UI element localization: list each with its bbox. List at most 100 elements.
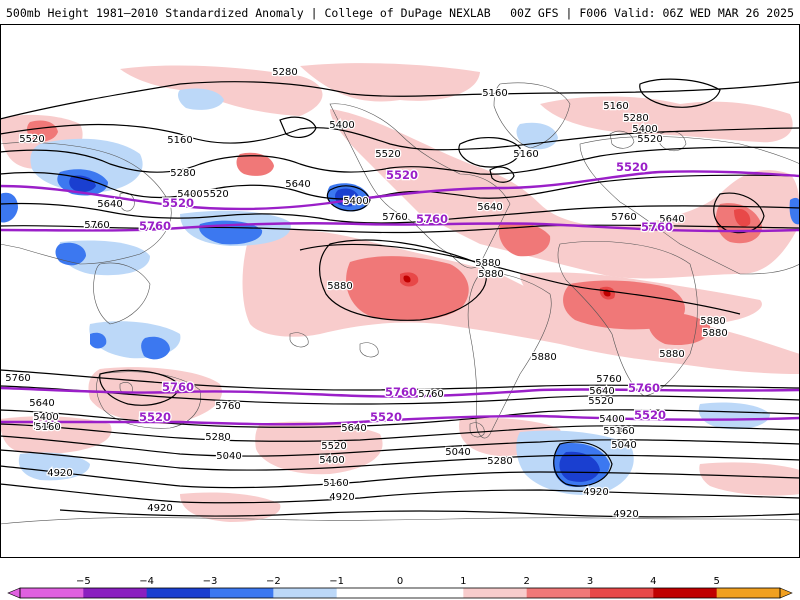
contour-label: 4920 <box>147 503 172 514</box>
contour-label: 5880 <box>327 281 352 292</box>
colorbar-segment <box>336 588 401 598</box>
contour-label: 4920 <box>583 487 608 498</box>
colorbar-tick-label: 3 <box>587 576 593 587</box>
contour-label: 5400 <box>599 414 624 425</box>
colorbar-segment <box>463 588 528 598</box>
contour-label: 5880 <box>531 352 556 363</box>
contour-label: 5640 <box>477 202 502 213</box>
colorbar-segment <box>716 588 781 598</box>
contour-label: 5160 <box>513 149 538 160</box>
contour-label: 5280 <box>603 426 628 437</box>
highlight-contour-label: 5760 <box>641 220 673 234</box>
contour-label: 4920 <box>329 492 354 503</box>
colorbar-tick-label: 1 <box>460 576 466 587</box>
colorbar: −5 −4 −3 −2 −1 0 1 2 3 4 5 <box>7 576 793 599</box>
contour-label: 5160 <box>323 478 348 489</box>
contour-label: 5160 <box>35 422 60 433</box>
contour-label: 5760 <box>215 401 240 412</box>
colorbar-frame <box>19 587 781 599</box>
highlight-contour-label: 5520 <box>386 168 418 182</box>
colorbar-tick-label: 2 <box>523 576 529 587</box>
contour-label: 4920 <box>47 468 72 479</box>
contour-label: 5040 <box>611 440 636 451</box>
colorbar-tick-label: 4 <box>650 576 656 587</box>
contour-label: 5160 <box>482 88 507 99</box>
colorbar-extend-arrow <box>779 587 793 599</box>
colorbar-segment <box>20 588 84 598</box>
contour-label: 5760 <box>596 374 621 385</box>
map-title: 500mb Height 1981–2010 Standardized Anom… <box>6 6 491 20</box>
contour-label: 5160 <box>609 426 634 437</box>
contour-label: 5760 <box>84 220 109 231</box>
contour-label: 5520 <box>321 441 346 452</box>
colorbar-tick-label: 5 <box>713 576 719 587</box>
colorbar-tick-label: −1 <box>329 576 344 587</box>
contour-label: 5400 <box>343 196 368 207</box>
colorbar-ticks: −5 −4 −3 −2 −1 0 1 2 3 4 5 <box>76 576 720 587</box>
contour-label: 5280 <box>205 432 230 443</box>
colorbar-tick-label: −4 <box>139 576 154 587</box>
contour-label: 5040 <box>216 451 241 462</box>
contour-label: 5640 <box>589 386 614 397</box>
contour-label: 5280 <box>623 113 648 124</box>
highlight-contour-label: 5760 <box>628 381 660 395</box>
contour-label: 5400 <box>33 412 58 423</box>
contour-label: 5040 <box>445 447 470 458</box>
contour-label: 5400 <box>329 120 354 131</box>
contour-label: 4920 <box>613 509 638 520</box>
contour-label: 5760 <box>382 212 407 223</box>
contour-label: 5400 <box>632 124 657 135</box>
contour-label: 5640 <box>341 423 366 434</box>
header: 500mb Height 1981–2010 Standardized Anom… <box>0 0 800 24</box>
contour-label: 5880 <box>700 316 725 327</box>
colorbar-segment <box>590 588 654 598</box>
contour-label: 5760 <box>611 212 636 223</box>
contour-label: 5760 <box>5 373 30 384</box>
contour-label: 5280 <box>170 168 195 179</box>
contour-label: 5880 <box>478 269 503 280</box>
height-contours <box>0 78 800 518</box>
contour-label: 5640 <box>29 398 54 409</box>
colorbar-tick-label: −5 <box>76 576 91 587</box>
colorbar-tick-label: 0 <box>397 576 403 587</box>
highlight-contour-label: 5520 <box>370 410 402 424</box>
highlight-contour-label: 5520 <box>616 160 648 174</box>
colorbar-segment <box>83 588 148 598</box>
contour-label: 5520 <box>588 396 613 407</box>
contour-label: 5880 <box>475 258 500 269</box>
highlight-contour-label: 5760 <box>416 212 448 226</box>
contour-label: 5880 <box>659 349 684 360</box>
highlight-contour-label: 5760 <box>385 385 417 399</box>
contour-label: 5400 <box>319 455 344 466</box>
colorbar-tick-label: −3 <box>203 576 218 587</box>
colorbar-segment <box>146 588 211 598</box>
contour-label: 5640 <box>285 179 310 190</box>
contour-label: 5760 <box>418 389 443 400</box>
contour-label: 5520 <box>203 189 228 200</box>
contour-label: 5520 <box>637 134 662 145</box>
highlight-contour-label: 5760 <box>139 219 171 233</box>
highlight-contour-label: 5520 <box>634 408 666 422</box>
colorbar-extend-arrow <box>7 587 21 599</box>
model-run-label: 00Z GFS | F006 Valid: 06Z WED MAR 26 202… <box>510 6 794 20</box>
contour-label: 5520 <box>19 134 44 145</box>
highlight-contour-label: 5760 <box>162 380 194 394</box>
contour-label: 5880 <box>702 328 727 339</box>
colorbar-segment <box>653 588 718 598</box>
contour-label: 5160 <box>603 101 628 112</box>
contour-label: 5640 <box>97 199 122 210</box>
contour-label: 5280 <box>33 421 58 432</box>
contour-label: 5280 <box>272 67 297 78</box>
contour-label: 5280 <box>487 456 512 467</box>
colorbar-segment <box>273 588 338 598</box>
contour-label: 5160 <box>167 135 192 146</box>
contour-label: 5520 <box>375 149 400 160</box>
colorbar-segment <box>526 588 591 598</box>
contour-label: 5640 <box>659 214 684 225</box>
contour-label: 5400 <box>177 189 202 200</box>
colorbar-segment <box>210 588 274 598</box>
colorbar-segments <box>7 587 793 599</box>
colorbar-tick-label: −2 <box>266 576 281 587</box>
